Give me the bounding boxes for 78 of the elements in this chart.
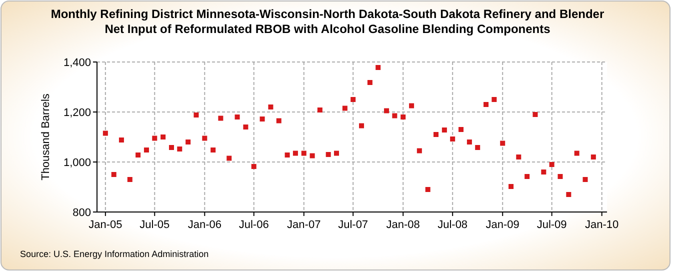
x-tick-label: Jul-06 (238, 219, 269, 231)
point (475, 145, 480, 150)
point (492, 97, 497, 102)
point (168, 145, 174, 150)
point (549, 162, 554, 167)
y-axis-title: Thousand Barrels (40, 93, 52, 180)
source-note: Source: U.S. Energy Information Administration (20, 249, 209, 259)
point (367, 80, 372, 85)
point (392, 113, 398, 118)
point (334, 150, 340, 156)
chart-title: Monthly Refining District Minnesota-Wisconsin-North Dakota-South Dakota Refinery and Blender Net Input of Reformulated RBOB with Alcohol Gasoline Blending Components (50, 7, 604, 36)
point (384, 108, 390, 114)
point (458, 127, 464, 132)
point (425, 187, 430, 192)
point (342, 106, 348, 111)
point (566, 192, 572, 197)
point (590, 154, 596, 160)
x-tick-label: Jul-09 (536, 219, 567, 231)
point (376, 65, 381, 70)
x-tick-label: Jan-09 (486, 219, 520, 231)
point (558, 174, 563, 179)
point (218, 116, 224, 121)
point (202, 136, 208, 141)
point (516, 154, 522, 160)
point (292, 150, 298, 156)
x-tick-label: Jan-05 (88, 219, 122, 231)
point (177, 146, 182, 152)
point (111, 172, 116, 177)
x-tick-label: Jan-08 (386, 219, 420, 231)
point (359, 123, 364, 128)
y-tick-label: 1,400 (63, 57, 91, 69)
point (186, 140, 191, 144)
point (210, 148, 216, 152)
point (574, 150, 580, 156)
point (484, 102, 489, 107)
point (450, 136, 456, 142)
point (234, 114, 240, 120)
x-tick-label: Jan-07 (287, 219, 321, 231)
point (582, 177, 588, 182)
y-tick-label: 800 (72, 207, 91, 219)
point (276, 118, 282, 124)
point (400, 114, 406, 120)
point (317, 108, 322, 112)
point (524, 174, 530, 179)
point (226, 156, 232, 161)
point (243, 124, 248, 130)
y-tick-label: 1,000 (63, 157, 91, 169)
point (194, 112, 199, 118)
point (500, 140, 506, 146)
x-tick-label: Jul-05 (140, 219, 170, 231)
point (160, 134, 166, 140)
point (466, 140, 472, 144)
y-tick-label: 1,200 (63, 107, 91, 119)
x-tick-label: Jan-10 (585, 219, 619, 231)
point (118, 138, 124, 142)
point (409, 103, 414, 108)
point (350, 97, 356, 102)
point (136, 152, 141, 158)
point (301, 150, 306, 156)
point (532, 112, 538, 117)
point (442, 128, 447, 132)
x-tick-label: Jul-08 (438, 219, 468, 231)
point (268, 104, 274, 110)
point (326, 152, 331, 157)
x-tick-label: Jan-06 (188, 219, 222, 231)
point (260, 116, 265, 122)
point (434, 132, 439, 137)
point (416, 148, 422, 154)
point (251, 164, 256, 169)
point (152, 136, 158, 141)
point (541, 170, 546, 174)
x-tick-label: Jul-07 (338, 219, 368, 231)
point (102, 130, 108, 136)
point (127, 177, 132, 182)
point (284, 152, 290, 158)
point (508, 184, 514, 189)
point (144, 148, 149, 152)
point (310, 153, 315, 158)
